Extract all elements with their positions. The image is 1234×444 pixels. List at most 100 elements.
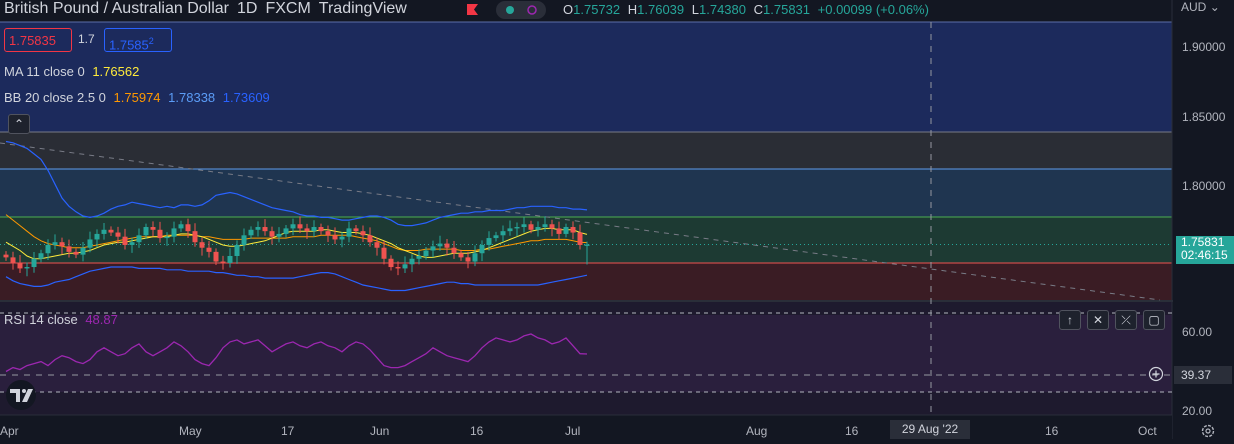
crosshair-date-label: 29 Aug '22 [890,420,970,439]
candle-body [577,232,583,245]
candle-body [234,244,240,256]
candle-body [143,227,149,236]
candle-body [73,251,79,255]
zone-grey [0,132,1172,169]
candle-body [45,244,51,254]
sell-price: 1.75835 [9,33,56,48]
candle-body [213,251,219,262]
currency-label: AUD [1181,0,1207,14]
time-tick-apr: Apr [0,424,19,438]
candle-body [521,224,527,228]
candle-body [507,228,513,232]
settings-gear-icon[interactable] [1200,423,1216,439]
candle-body [556,228,562,234]
candle-body [458,253,464,258]
ma-legend[interactable]: MA 11 close 0 1.76562 [4,64,139,79]
bb-lower-line [5,266,588,292]
candle-body [451,247,457,254]
buy-button[interactable]: 1.75852 [104,28,172,52]
time-tick-16-sep: 16 [1045,424,1059,438]
candle-body [479,244,485,254]
rsi-value: 48.87 [85,312,118,327]
candle-body [402,264,408,269]
time-tick-jul: Jul [565,424,581,438]
add-alert-icon[interactable] [1148,366,1164,382]
tradingview-logo-icon[interactable] [4,380,38,410]
candle-body [374,242,380,248]
candle-body [360,231,366,236]
rsi-label: RSI 14 close [4,312,78,327]
source-label: TradingView [318,0,407,17]
currency-selector[interactable]: AUD ⌄ [1181,0,1220,14]
high-value: 1.76039 [637,2,685,17]
candle-body [80,247,86,255]
candle-body [332,235,338,240]
collapse-pane-button[interactable]: ⤫ [1115,310,1137,330]
zone-red [0,263,1172,301]
open-label: O [563,2,574,17]
low-label: L [691,2,699,17]
candle-body [297,224,303,229]
market-status-toggle[interactable] [496,1,546,19]
candle-body [395,267,401,269]
zone-green [0,217,1172,263]
candle-body [290,224,296,229]
candle-body [514,227,520,229]
candle-body [353,228,359,232]
close-value: 1.75831 [763,2,811,17]
flag-icon[interactable] [466,3,479,16]
candle-body [444,243,450,248]
open-value: 1.75732 [573,2,621,17]
candle-body [164,236,170,239]
sell-button[interactable]: 1.75835 [4,28,72,52]
candle-body [311,227,317,232]
candle-body [38,253,44,259]
candle-body [486,238,492,245]
candle-body [381,247,387,259]
collapse-legend-button[interactable]: ⌃ [8,114,30,134]
bb-basis-line [5,214,588,251]
candle-body [108,229,114,233]
last-price-marker: 1.75831 02:46:15 [1176,236,1234,264]
symbol-header[interactable]: British Pound / Australian Dollar 1D FXCM T… [4,0,415,18]
high-label: H [627,2,638,17]
candle-body [136,235,142,243]
rsi-line [5,333,588,373]
candle-body [227,256,233,263]
candle-body [283,228,289,234]
bb-upper-line [5,140,588,227]
ma-label: MA 11 close 0 [4,64,85,79]
candle-body [192,231,198,243]
candle-body [262,227,268,232]
time-tick-jun: Jun [370,424,390,438]
rsi-tick-20: 20.00 [1182,404,1213,418]
rsi-legend[interactable]: RSI 14 close 48.87 [4,312,118,327]
candle-body [528,224,534,230]
close-icon: ✕ [1092,313,1104,327]
crosshair-value-label: 39.37 [1174,366,1232,384]
close-label: C [753,2,764,17]
candle-body [500,231,506,236]
candle-body [549,224,555,229]
candle-body [171,228,177,237]
candle-body [325,231,331,236]
candle-body [150,227,156,230]
time-tick-17: 17 [281,424,295,438]
time-tick-oct: Oct [1138,424,1157,438]
ma-value: 1.76562 [92,64,140,79]
delete-pane-button[interactable]: ✕ [1087,310,1109,330]
move-pane-up-button[interactable]: ↑ [1059,310,1081,330]
maximize-pane-button[interactable]: ▢ [1143,310,1165,330]
candle-body [24,267,30,269]
candle-body [66,246,72,252]
candle-body [423,250,429,256]
interval-label[interactable]: 1D [237,0,258,17]
price-axis-bg [1173,0,1234,439]
chevron-up-icon: ⌃ [13,117,25,131]
candle-body [465,257,471,262]
candle-body [437,243,443,247]
bb-legend[interactable]: BB 20 close 2.5 0 1.75974 1.78338 1.7360… [4,90,270,105]
candle-body [472,253,478,262]
